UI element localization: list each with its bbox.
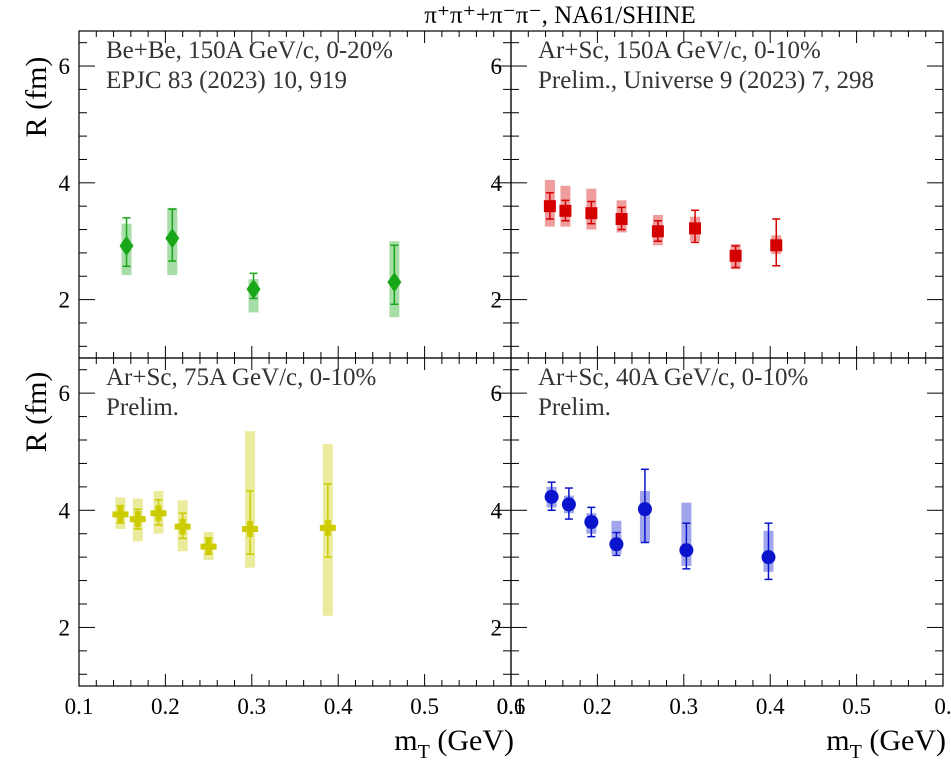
data-point: [561, 497, 576, 512]
data-point: [559, 204, 572, 217]
panel-top-left: 2 4 6 Be+Be, 150A GeV/c, 0-20% EPJC 83 (2023…: [59, 30, 512, 359]
y-tick-label: 6: [59, 54, 71, 79]
x-tick-label: 0.3: [237, 694, 266, 719]
x-tick-label: 0.4: [756, 694, 785, 719]
panels: 2 4 6 Be+Be, 150A GeV/c, 0-20% EPJC 83 (2023…: [59, 30, 951, 719]
data-point: [129, 511, 146, 528]
y-axis-label-bottom: R (fm): [20, 372, 53, 453]
chart-title: π⁺π⁺+π⁻π⁻, NA61/SHINE: [424, 2, 696, 29]
x-axis-label-left: mT (GeV): [394, 724, 514, 763]
data-point: [679, 543, 694, 558]
data-point: [387, 272, 402, 293]
x-tick-label: 0.5: [842, 694, 871, 719]
y-tick-label: 6: [491, 54, 503, 79]
x-tick-label: 0.: [934, 694, 951, 719]
panel-annotation: Ar+Sc, 150A GeV/c, 0-10%: [538, 37, 821, 64]
data-point: [761, 550, 776, 565]
data-point: [729, 249, 742, 262]
panel-top-right: 2 4 6 Ar+Sc, 150A GeV/c, 0-10% Prelim., Univ…: [491, 30, 944, 359]
panel-annotation: Ar+Sc, 75A GeV/c, 0-10%: [106, 364, 376, 391]
x-tick-label: 0.6: [497, 694, 526, 719]
data-point: [319, 519, 336, 536]
panel-annotation: Prelim., Universe 9 (2023) 7, 298: [538, 67, 874, 94]
panel-bottom-left: 0.1 0.2 0.3 0.4 0.5 0.6 2 4 6 Ar+Sc, 75A GeV/c, 0…: [59, 357, 526, 719]
y-tick-label: 4: [59, 498, 71, 523]
data-point: [584, 515, 599, 529]
x-tick-label: 0.1: [497, 694, 526, 719]
panel-annotation: Prelim.: [106, 394, 179, 421]
x-tick-label: 0.2: [583, 694, 612, 719]
x-tick-label: 0.2: [151, 694, 180, 719]
panel-annotation: Ar+Sc, 40A GeV/c, 0-10%: [538, 364, 808, 391]
x-tick-label: 0.5: [410, 694, 439, 719]
data-point: [689, 222, 702, 235]
x-tick-label: 0.3: [669, 694, 698, 719]
svg-text:R (fm): R (fm): [20, 57, 53, 138]
data-point: [543, 200, 556, 213]
panel-annotation: Prelim.: [538, 394, 611, 421]
y-tick-label: 4: [491, 171, 503, 196]
data-point: [174, 518, 191, 535]
y-tick-label: 6: [491, 381, 503, 406]
y-tick-label: 4: [59, 171, 71, 196]
data-point: [200, 538, 217, 555]
data-point: [651, 225, 664, 238]
x-axis-label-right: mT (GeV): [826, 724, 946, 763]
data-point: [150, 505, 167, 522]
panel-annotation: EPJC 83 (2023) 10, 919: [106, 67, 347, 94]
data-point: [609, 537, 624, 552]
svg-text:R (fm): R (fm): [20, 372, 53, 453]
data-point: [165, 228, 180, 249]
panel-annotation: Be+Be, 150A GeV/c, 0-20%: [106, 37, 393, 64]
data-point: [585, 207, 598, 220]
y-tick-label: 2: [59, 615, 71, 640]
y-tick-label: 6: [59, 381, 71, 406]
data-point: [112, 506, 129, 523]
x-tick-label: 0.1: [65, 694, 94, 719]
data-point: [770, 239, 783, 252]
y-axis-label-top: R (fm): [20, 57, 53, 138]
data-point: [119, 235, 134, 256]
data-point: [242, 521, 259, 538]
data-point: [615, 213, 628, 226]
y-tick-label: 2: [59, 288, 71, 313]
data-point: [637, 502, 652, 517]
y-tick-label: 2: [491, 288, 503, 313]
y-tick-label: 4: [491, 498, 503, 523]
x-tick-label: 0.4: [324, 694, 353, 719]
data-point: [544, 489, 559, 504]
data-point: [246, 279, 261, 300]
y-tick-label: 2: [491, 615, 503, 640]
panel-frame: [510, 357, 944, 687]
